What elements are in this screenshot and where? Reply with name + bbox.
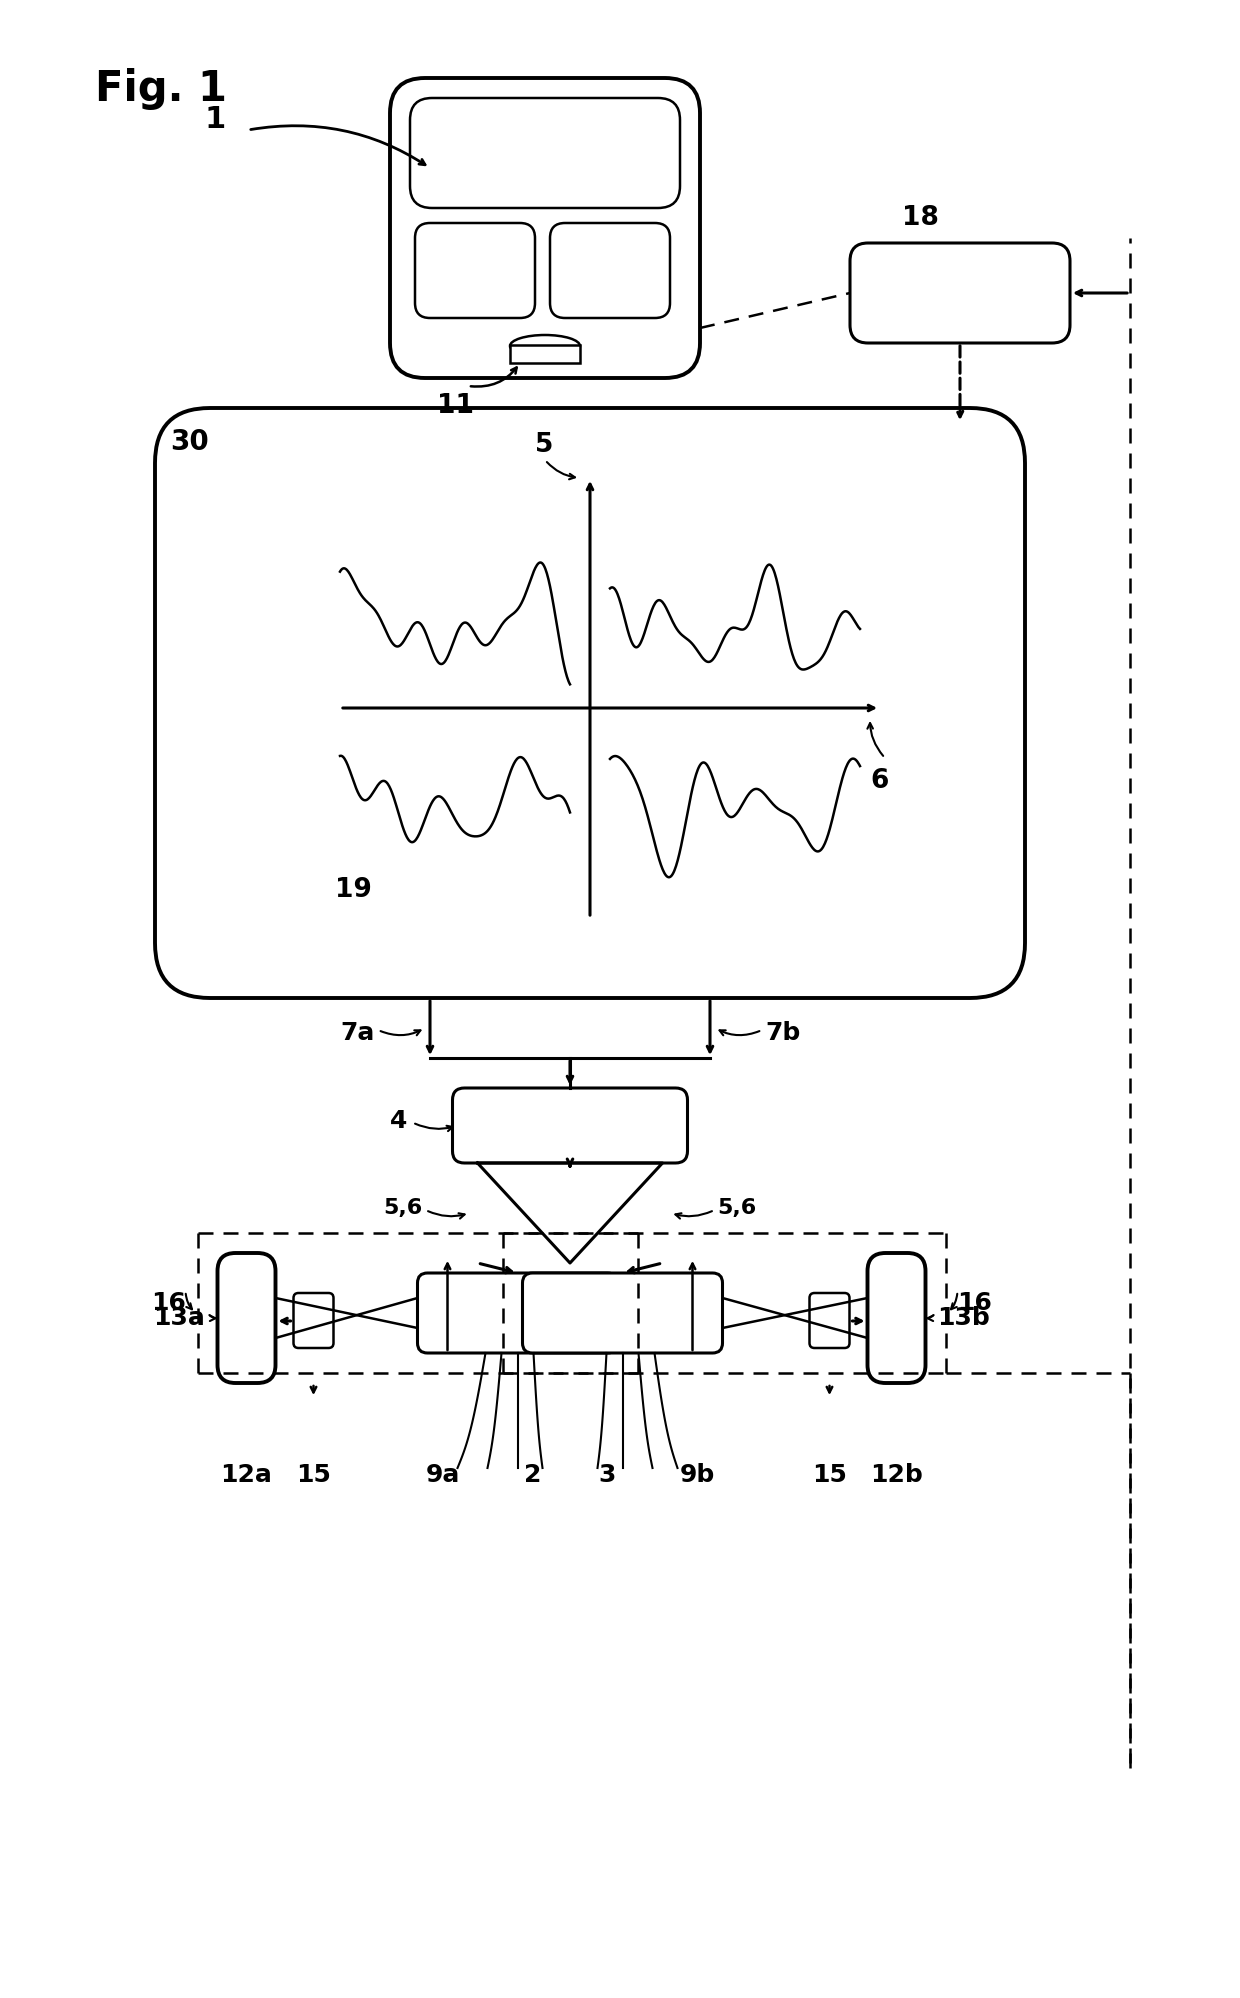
Text: 13b: 13b [937, 1307, 991, 1331]
FancyBboxPatch shape [418, 1273, 618, 1353]
Text: 2: 2 [523, 1463, 541, 1487]
FancyBboxPatch shape [391, 78, 701, 378]
Ellipse shape [510, 336, 580, 358]
Text: 16: 16 [957, 1291, 992, 1315]
Text: 15: 15 [812, 1463, 847, 1487]
FancyBboxPatch shape [155, 408, 1025, 997]
Text: 6: 6 [870, 767, 888, 793]
Text: 30: 30 [170, 428, 208, 456]
Text: 16: 16 [150, 1291, 186, 1315]
Text: 5,6: 5,6 [718, 1199, 756, 1219]
Text: 11: 11 [436, 394, 474, 420]
Text: 4: 4 [391, 1109, 408, 1133]
FancyBboxPatch shape [217, 1253, 275, 1383]
Text: 7b: 7b [765, 1021, 800, 1045]
Text: 12a: 12a [221, 1463, 273, 1487]
Text: 19: 19 [335, 877, 372, 903]
Text: 13a: 13a [154, 1307, 206, 1331]
Text: 12b: 12b [870, 1463, 923, 1487]
Text: 5: 5 [534, 432, 553, 458]
Text: 18: 18 [901, 206, 939, 232]
Text: 7a: 7a [341, 1021, 374, 1045]
FancyBboxPatch shape [849, 244, 1070, 344]
FancyBboxPatch shape [453, 1089, 687, 1163]
Text: 5,6: 5,6 [383, 1199, 423, 1219]
Text: Fig. 1: Fig. 1 [95, 68, 227, 110]
FancyBboxPatch shape [810, 1293, 849, 1349]
FancyBboxPatch shape [522, 1273, 723, 1353]
FancyBboxPatch shape [551, 224, 670, 318]
Text: 9a: 9a [425, 1463, 460, 1487]
Text: 1: 1 [205, 106, 226, 134]
FancyBboxPatch shape [868, 1253, 925, 1383]
FancyBboxPatch shape [294, 1293, 334, 1349]
FancyBboxPatch shape [410, 98, 680, 208]
Text: 15: 15 [296, 1463, 331, 1487]
Bar [510, 346, 580, 364]
Text: 9b: 9b [680, 1463, 715, 1487]
FancyBboxPatch shape [415, 224, 534, 318]
Text: 3: 3 [599, 1463, 616, 1487]
